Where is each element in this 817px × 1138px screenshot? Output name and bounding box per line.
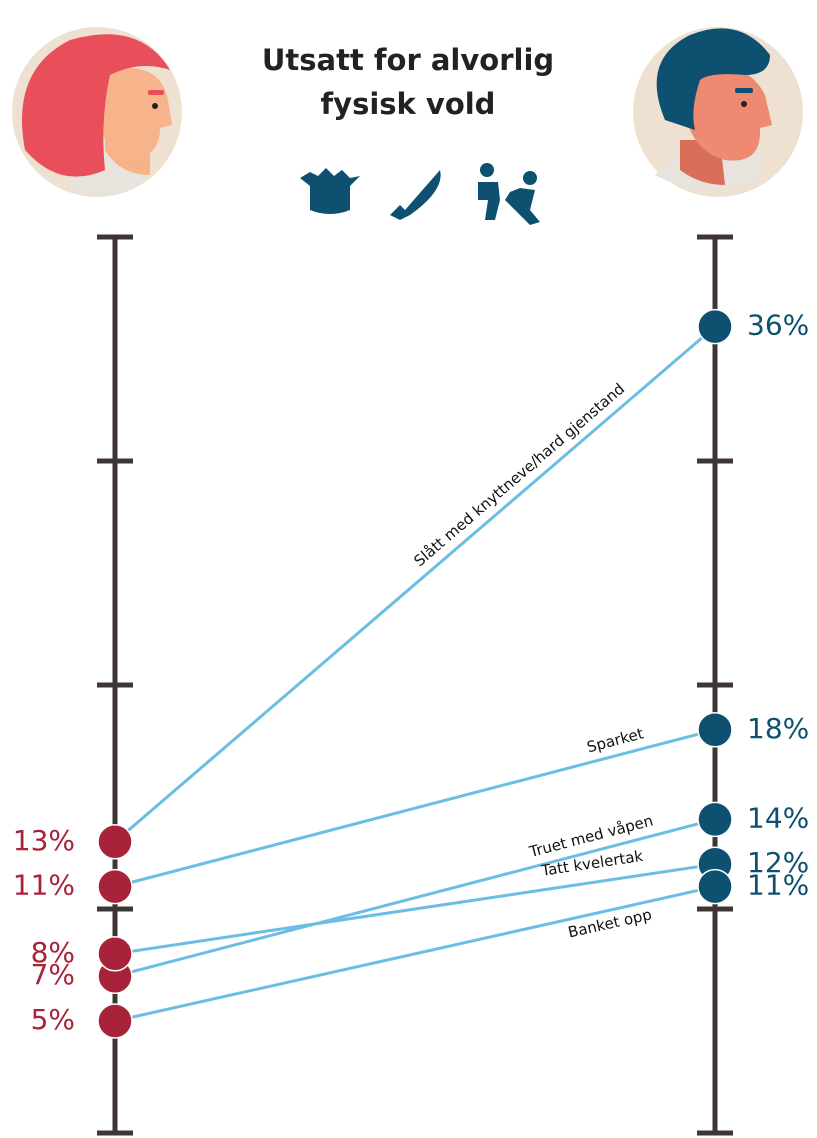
- slope-point: [697, 868, 733, 905]
- category-label: Slått med knyttneve/hard gjenstand: [410, 380, 628, 571]
- slope-line: [114, 885, 716, 1023]
- woman-avatar: [12, 27, 182, 197]
- slope-line: [114, 325, 716, 843]
- slope-point: [697, 712, 733, 748]
- value-label: 11%: [13, 869, 75, 902]
- slope-point: [697, 801, 733, 838]
- value-label: 7%: [31, 958, 75, 991]
- value-label: 5%: [31, 1003, 75, 1036]
- value-label: 36%: [747, 309, 809, 342]
- value-label: 13%: [13, 824, 75, 857]
- value-label: 11%: [747, 869, 809, 902]
- chart-title: Utsatt for alvorlig fysisk vold: [261, 43, 555, 121]
- value-label: 12%: [747, 846, 809, 879]
- slope-point: [97, 936, 133, 972]
- value-label: 18%: [747, 712, 809, 745]
- slope-line: [114, 728, 716, 889]
- slope-point: [97, 1003, 133, 1039]
- violence-icons: [300, 163, 540, 225]
- man-avatar: [633, 27, 803, 197]
- slope-point: [697, 308, 733, 345]
- slope-line: [114, 817, 716, 978]
- slope-point: [97, 868, 133, 905]
- slope-line: [114, 862, 716, 956]
- value-label: 8%: [31, 936, 75, 969]
- slope-point: [97, 824, 133, 860]
- value-label: 14%: [747, 801, 809, 834]
